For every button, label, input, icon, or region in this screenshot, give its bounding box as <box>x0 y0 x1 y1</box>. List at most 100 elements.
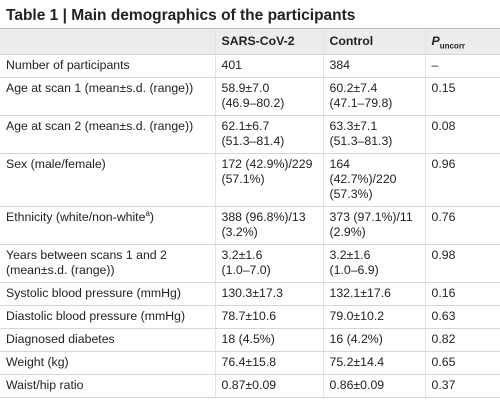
label-line: Number of participants <box>6 58 130 72</box>
table-row: Age at scan 1 (mean±s.d. (range)) 58.9±7.… <box>0 77 500 116</box>
value-cell: 62.1±6.7 (51.3–81.4) <box>214 115 323 154</box>
cell-line: (42.7%)/220 <box>329 172 397 186</box>
cell-line: 18 (4.5%) <box>221 332 275 346</box>
value-cell: 0.65 <box>424 351 500 375</box>
cell-line: (47.1–79.8) <box>329 96 393 110</box>
table-row: Diagnosed diabetes 18 (4.5%) 16 (4.2%) 0.82 <box>0 328 500 352</box>
value-cell: – <box>424 54 500 78</box>
row-label: Diagnosed diabetes <box>0 328 215 352</box>
cell-line: 0.08 <box>431 119 456 133</box>
value-cell: 132.1±17.6 <box>322 282 425 306</box>
cell-line: 130.3±17.3 <box>221 286 283 300</box>
value-cell: 373 (97.1%)/11 (2.9%) <box>322 206 425 245</box>
cell-line: 78.7±10.6 <box>221 309 277 323</box>
row-label: Age at scan 1 (mean±s.d. (range)) <box>0 77 215 116</box>
cell-line: 373 (97.1%)/11 <box>329 210 413 224</box>
value-cell: 58.9±7.0 (46.9–80.2) <box>214 77 323 116</box>
label-line: (mean±s.d. (range)) <box>6 263 115 277</box>
label-line: Systolic blood pressure (mmHg) <box>6 286 181 300</box>
table-body: Number of participants 401 384 – Age at scan… <box>0 54 500 398</box>
cell-line: 79.0±10.2 <box>329 309 385 323</box>
value-cell: 0.37 <box>424 374 500 398</box>
value-cell: 63.3±7.1 (51.3–81.3) <box>322 115 425 154</box>
value-cell: 16 (4.2%) <box>322 328 425 352</box>
table-row: Sex (male/female) 172 (42.9%)/229 (57.1%) 1… <box>0 153 500 207</box>
value-cell: 384 <box>322 54 425 78</box>
label-line: Ethnicity (white/non-whitea) <box>6 208 154 224</box>
cell-line: 0.65 <box>431 355 456 369</box>
row-label: Systolic blood pressure (mmHg) <box>0 282 215 306</box>
row-label: Sex (male/female) <box>0 153 215 207</box>
cell-line: – <box>431 58 439 72</box>
cell-line: 76.4±15.8 <box>221 355 277 369</box>
value-cell: 3.2±1.6 (1.0–6.9) <box>322 244 425 283</box>
label-line: Sex (male/female) <box>6 157 106 171</box>
cell-line: (1.0–7.0) <box>221 263 271 277</box>
cell-line: (46.9–80.2) <box>221 96 285 110</box>
row-label: Diastolic blood pressure (mmHg) <box>0 305 215 329</box>
cell-line: (2.9%) <box>329 225 366 239</box>
cell-line: 0.15 <box>431 81 456 95</box>
value-cell: 164 (42.7%)/220 (57.3%) <box>322 153 425 207</box>
cell-line: 0.16 <box>431 286 456 300</box>
table-title: Table 1 | Main demographics of the parti… <box>6 7 356 24</box>
cell-line: (3.2%) <box>221 225 258 239</box>
value-cell: 388 (96.8%)/13 (3.2%) <box>214 206 323 245</box>
cell-line: 384 <box>329 58 351 72</box>
cell-line: 0.63 <box>431 309 456 323</box>
value-cell: 401 <box>214 54 323 78</box>
table-row: Weight (kg) 76.4±15.8 75.2±14.4 0.65 <box>0 351 500 375</box>
value-cell: 0.76 <box>424 206 500 245</box>
row-label: Years between scans 1 and 2 (mean±s.d. (r… <box>0 244 215 283</box>
value-cell: 0.82 <box>424 328 500 352</box>
value-cell: 18 (4.5%) <box>214 328 323 352</box>
value-cell: 0.63 <box>424 305 500 329</box>
header-cell <box>0 28 215 55</box>
value-cell: 75.2±14.4 <box>322 351 425 375</box>
header-row: SARS-CoV-2 Control Puncorr <box>0 28 500 55</box>
header-cell: Puncorr <box>424 28 500 55</box>
value-cell: 3.2±1.6 (1.0–7.0) <box>214 244 323 283</box>
table-row: Systolic blood pressure (mmHg) 130.3±17.3… <box>0 282 500 306</box>
value-cell: 0.16 <box>424 282 500 306</box>
value-cell: 130.3±17.3 <box>214 282 323 306</box>
cell-line: (57.3%) <box>329 187 373 201</box>
label-line: Age at scan 2 (mean±s.d. (range)) <box>6 119 194 133</box>
value-cell: 78.7±10.6 <box>214 305 323 329</box>
cell-line: 388 (96.8%)/13 <box>221 210 306 224</box>
label-line: Years between scans 1 and 2 <box>6 248 167 262</box>
footnote-mark: a <box>145 208 150 218</box>
value-cell: 79.0±10.2 <box>322 305 425 329</box>
cell-line: 0.76 <box>431 210 456 224</box>
cell-line: 0.86±0.09 <box>329 378 385 392</box>
value-cell: 0.87±0.09 <box>214 374 323 398</box>
cell-line: 164 <box>329 157 351 171</box>
cell-line: 3.2±1.6 <box>329 248 371 262</box>
cell-line: 75.2±14.4 <box>329 355 385 369</box>
p-symbol: P <box>431 34 440 48</box>
row-label: Number of participants <box>0 54 215 78</box>
cell-line: 62.1±6.7 <box>221 119 270 133</box>
cell-line: 132.1±17.6 <box>329 286 391 300</box>
table-row: Number of participants 401 384 – <box>0 54 500 78</box>
row-label: Ethnicity (white/non-whitea) <box>0 206 215 245</box>
table-row: Ethnicity (white/non-whitea) 388 (96.8%)/… <box>0 206 500 245</box>
header-cell: SARS-CoV-2 <box>214 28 323 55</box>
p-subscript: uncorr <box>439 41 466 51</box>
cell-line: 16 (4.2%) <box>329 332 383 346</box>
cell-line: 172 (42.9%)/229 <box>221 157 313 171</box>
cell-line: 58.9±7.0 <box>221 81 270 95</box>
value-cell: 0.08 <box>424 115 500 154</box>
cell-line: 0.98 <box>431 248 456 262</box>
demographics-table: SARS-CoV-2 Control Puncorr Number of par… <box>0 28 500 398</box>
value-cell: 60.2±7.4 (47.1–79.8) <box>322 77 425 116</box>
cell-line: (57.1%) <box>221 172 265 186</box>
value-cell: 0.86±0.09 <box>322 374 425 398</box>
label-line: Weight (kg) <box>6 355 69 369</box>
label-line: Diagnosed diabetes <box>6 332 115 346</box>
cell-line: (51.3–81.4) <box>221 134 285 148</box>
value-cell: 0.15 <box>424 77 500 116</box>
table-row: Age at scan 2 (mean±s.d. (range)) 62.1±6.… <box>0 115 500 154</box>
cell-line: 0.87±0.09 <box>221 378 277 392</box>
value-cell: 172 (42.9%)/229 (57.1%) <box>214 153 323 207</box>
